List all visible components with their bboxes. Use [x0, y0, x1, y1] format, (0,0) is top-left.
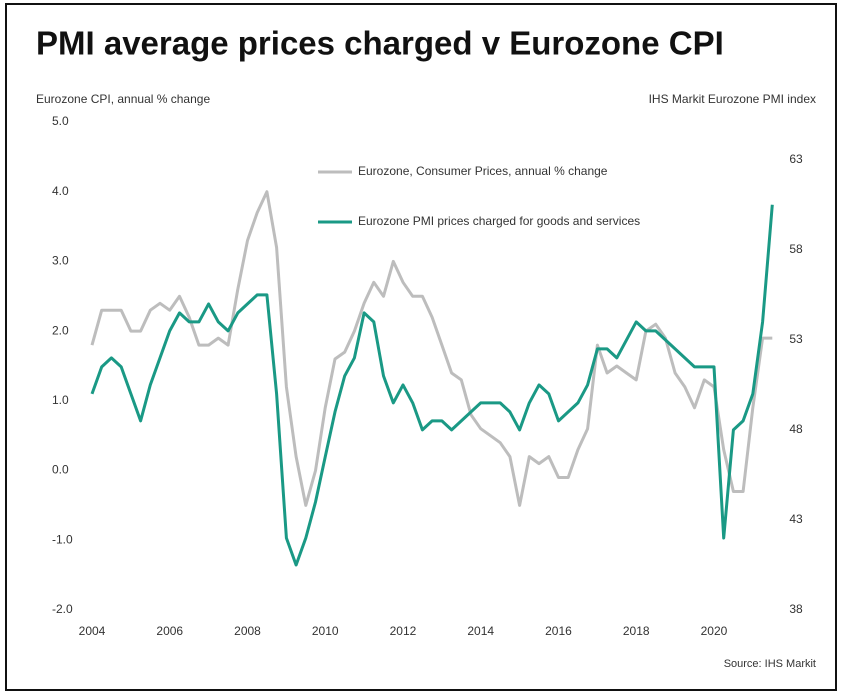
y2-tick-label: 48 — [789, 422, 803, 436]
legend-label: Eurozone PMI prices charged for goods an… — [358, 214, 640, 228]
x-tick-label: 2006 — [156, 624, 183, 638]
y-tick-label: 0.0 — [52, 463, 69, 477]
y2-tick-label: 43 — [789, 512, 803, 526]
x-tick-label: 2018 — [623, 624, 650, 638]
y2-tick-label: 63 — [789, 152, 803, 166]
y-tick-label: 4.0 — [52, 184, 69, 198]
y-tick-label: 3.0 — [52, 254, 69, 268]
frame — [5, 3, 837, 691]
y-tick-label: 2.0 — [52, 323, 69, 337]
x-tick-label: 2004 — [79, 624, 106, 638]
source: Source: IHS Markit — [724, 658, 816, 670]
y2-tick-label: 58 — [789, 242, 803, 256]
x-tick-label: 2012 — [390, 624, 417, 638]
y2-tick-label: 53 — [789, 332, 803, 346]
y-tick-label: -2.0 — [52, 602, 73, 616]
y-tick-label: 5.0 — [52, 114, 69, 128]
y2-tick-label: 38 — [789, 602, 803, 616]
series-line — [90, 190, 773, 507]
x-tick-label: 2016 — [545, 624, 572, 638]
x-tick-label: 2020 — [701, 624, 728, 638]
legend-label: Eurozone, Consumer Prices, annual % chan… — [358, 164, 608, 178]
x-tick-label: 2008 — [234, 624, 261, 638]
y-tick-label: -1.0 — [52, 532, 73, 546]
x-tick-label: 2014 — [467, 624, 494, 638]
series-line — [90, 204, 774, 567]
chart-title: PMI average prices charged v Eurozone CP… — [36, 25, 724, 62]
y-axis-label: Eurozone CPI, annual % change — [36, 92, 210, 106]
x-tick-label: 2010 — [312, 624, 339, 638]
y-tick-label: 1.0 — [52, 393, 69, 407]
y2-axis-label: IHS Markit Eurozone PMI index — [649, 92, 816, 106]
